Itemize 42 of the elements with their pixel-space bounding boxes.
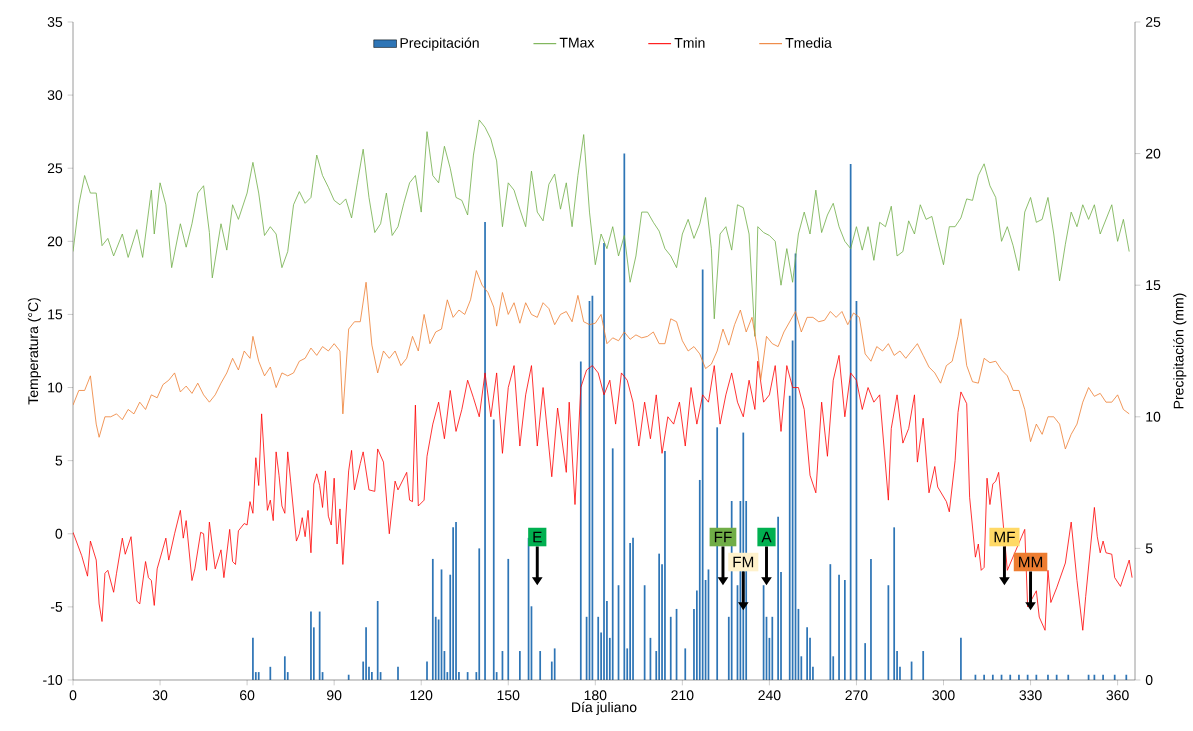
- y-tick-label: 35: [47, 17, 63, 27]
- y-tick-label: 25: [47, 163, 63, 174]
- x-tick-label: 330: [1019, 690, 1042, 701]
- y2-tick-label: 10: [1146, 411, 1161, 422]
- legend-label: Precipitación: [400, 37, 479, 51]
- annotation: FM: [733, 556, 754, 568]
- y2-tick-label: 15: [1146, 280, 1161, 291]
- x-tick-label: 240: [758, 690, 781, 701]
- legend-label: Tmin: [674, 37, 705, 48]
- y-tick-label: 0: [55, 528, 63, 539]
- y-tick-label: 5: [55, 455, 63, 466]
- y2-tick-label: 20: [1145, 148, 1161, 159]
- x-tick-label: 30: [152, 690, 168, 701]
- x-tick-label: 270: [845, 690, 868, 701]
- y-tick-label: -5: [50, 602, 63, 612]
- annotation: FF: [714, 531, 732, 543]
- legend-label: Tmedia: [785, 37, 832, 48]
- x-tick-label: 180: [584, 690, 607, 701]
- x-tick-label: 300: [932, 690, 955, 701]
- x-tick-label: 120: [410, 690, 433, 701]
- y-tick-label: 20: [47, 236, 63, 247]
- x-tick-label: 150: [497, 690, 520, 701]
- x-tick-label: 210: [671, 690, 694, 701]
- y-tick-label: 15: [48, 309, 63, 320]
- y2-tick-label: 25: [1145, 17, 1161, 27]
- annotation: MF: [994, 531, 1015, 543]
- x-tick-label: 60: [240, 690, 255, 701]
- legend-label: TMax: [559, 37, 595, 48]
- x-tick-label: 0: [69, 690, 77, 701]
- y-axis-title: Temperatura (°C): [27, 298, 41, 405]
- y-tick-label: -10: [43, 675, 63, 685]
- y2-axis-title: Precipitación (mm): [1173, 293, 1187, 409]
- annotation: MM: [1019, 556, 1043, 568]
- x-axis-title: Día juliano: [572, 701, 637, 715]
- x-tick-label: 360: [1106, 690, 1129, 701]
- annotation: A: [761, 531, 772, 543]
- y-tick-label: 30: [47, 90, 63, 101]
- y2-tick-label: 0: [1145, 675, 1153, 685]
- x-tick-label: 90: [327, 690, 342, 701]
- y2-tick-label: 5: [1145, 543, 1153, 554]
- y-tick-label: 10: [48, 382, 63, 393]
- annotation: E: [533, 531, 542, 543]
